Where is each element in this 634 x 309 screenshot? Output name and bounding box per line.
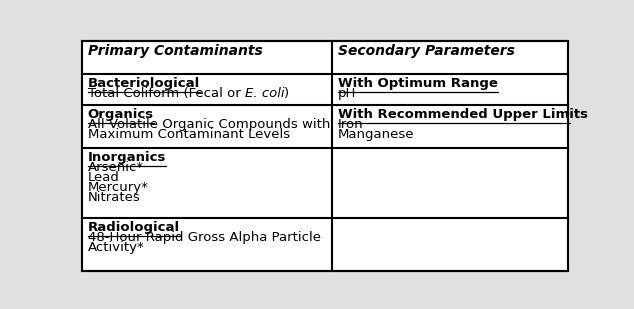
- Text: With Optimum Range: With Optimum Range: [338, 77, 498, 90]
- Text: Iron: Iron: [338, 118, 364, 131]
- Text: Primary Contaminants: Primary Contaminants: [87, 44, 262, 58]
- Text: Mercury*: Mercury*: [87, 181, 148, 194]
- Text: Nitrates: Nitrates: [87, 191, 140, 204]
- Text: Bacteriological: Bacteriological: [87, 77, 200, 90]
- Text: 48-Hour Rapid Gross Alpha Particle: 48-Hour Rapid Gross Alpha Particle: [87, 231, 321, 244]
- Text: Lead: Lead: [87, 171, 119, 184]
- Text: All Volatile Organic Compounds with: All Volatile Organic Compounds with: [87, 118, 330, 131]
- Text: Maximum Contaminant Levels: Maximum Contaminant Levels: [87, 129, 290, 142]
- Text: ): ): [284, 87, 289, 100]
- Text: With Recommended Upper Limits: With Recommended Upper Limits: [338, 108, 588, 121]
- Text: Secondary Parameters: Secondary Parameters: [338, 44, 515, 58]
- Text: pH: pH: [338, 87, 356, 100]
- Text: Organics: Organics: [87, 108, 153, 121]
- Text: Manganese: Manganese: [338, 129, 415, 142]
- Text: Radiological: Radiological: [87, 221, 179, 234]
- Text: Arsenic*: Arsenic*: [87, 161, 144, 174]
- Text: Inorganics: Inorganics: [87, 151, 166, 164]
- Text: E. coli: E. coli: [245, 87, 284, 100]
- Text: Activity*: Activity*: [87, 241, 145, 254]
- Text: Total Coliform (Fecal or: Total Coliform (Fecal or: [87, 87, 245, 100]
